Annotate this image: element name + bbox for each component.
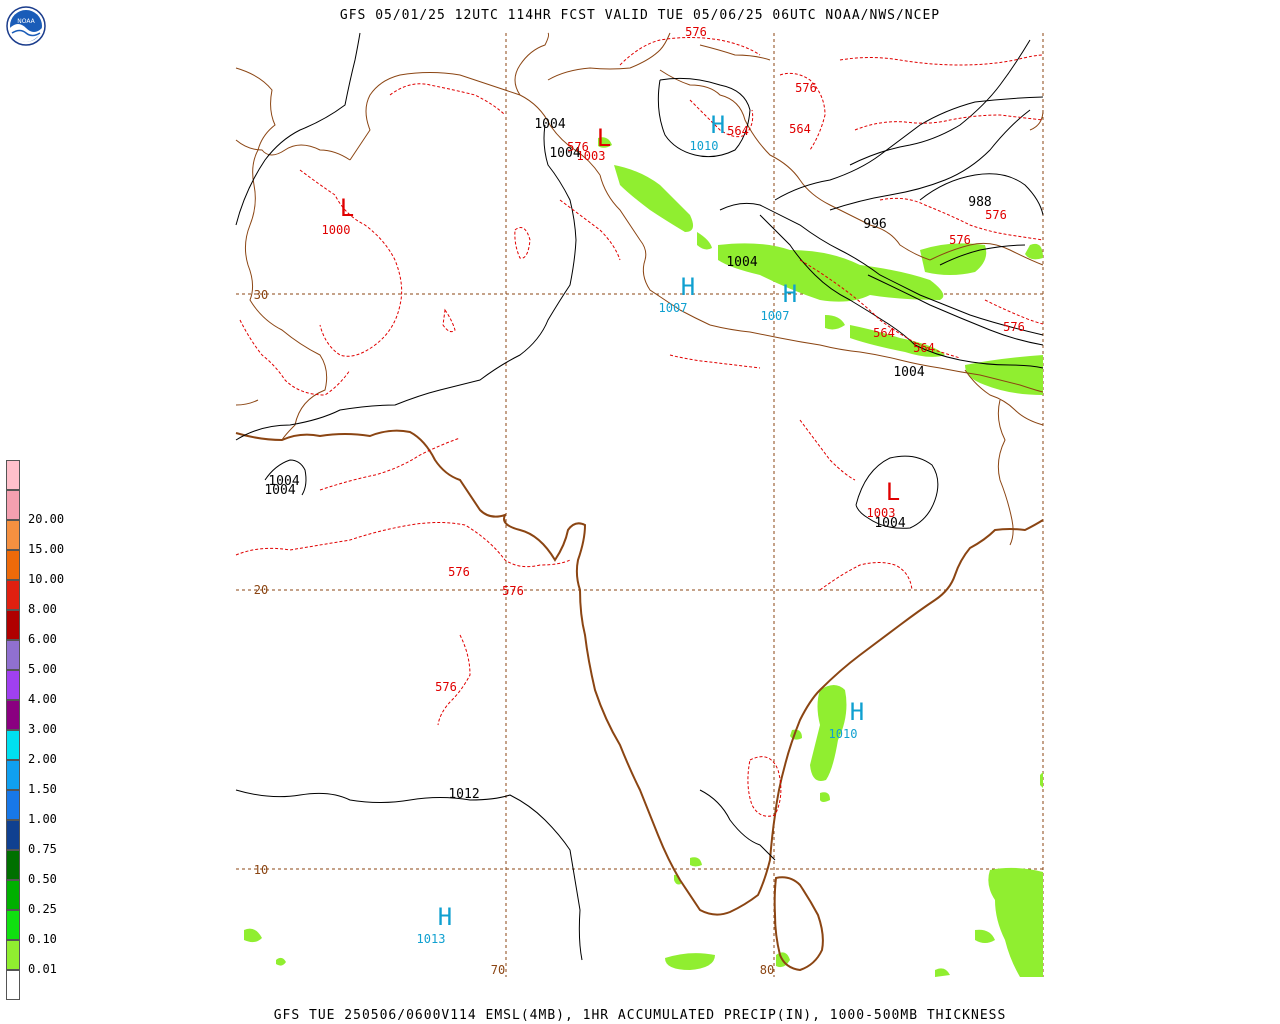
latitude-label: 10 <box>254 863 268 877</box>
legend-label: 2.00 <box>28 752 57 766</box>
thickness-label: 576 <box>685 25 707 39</box>
pressure-center-value: 1010 <box>829 727 858 741</box>
legend-swatch <box>6 610 20 640</box>
legend-label: 15.00 <box>28 542 65 556</box>
thickness-labels: 576 576 564 564 576 576 576 564 564 576 576 576 576 <box>435 25 1025 694</box>
isobar-label: 1004 <box>549 146 580 161</box>
thickness-label: 576 <box>435 680 457 694</box>
legend-swatch <box>6 490 20 520</box>
legend-swatch <box>6 940 20 970</box>
isobar-label: 988 <box>968 195 991 210</box>
legend-swatch <box>6 670 20 700</box>
high-pressure-marker: H <box>850 698 864 726</box>
thickness-label: 564 <box>873 326 895 340</box>
map-title: GFS 05/01/25 12UTC 114HR FCST VALID TUE … <box>339 8 941 23</box>
longitude-label: 70 <box>491 963 505 977</box>
thickness-label: 576 <box>448 565 470 579</box>
longitude-label: 80 <box>760 963 774 977</box>
legend-label: 0.50 <box>28 872 57 886</box>
thickness-label: 576 <box>1003 320 1025 334</box>
legend-label: 0.75 <box>28 842 57 856</box>
thickness-label: 576 <box>949 233 971 247</box>
high-pressure-marker: H <box>681 273 695 301</box>
legend-label: 8.00 <box>28 602 57 616</box>
legend-swatch <box>6 910 20 940</box>
country-borders <box>235 32 1044 546</box>
pressure-center-value: 1013 <box>417 932 446 946</box>
legend-label: 20.00 <box>28 512 65 526</box>
isobar-label: 996 <box>863 217 886 232</box>
legend-swatch <box>6 730 20 760</box>
precip-areas <box>244 137 1043 977</box>
legend-swatch <box>6 850 20 880</box>
pressure-center-value: 1003 <box>577 149 606 163</box>
legend-swatch <box>6 880 20 910</box>
legend-swatch <box>6 700 20 730</box>
isobar-label: 1004 <box>874 516 905 531</box>
legend-label: 0.25 <box>28 902 57 916</box>
legend-swatch <box>6 790 20 820</box>
low-pressure-marker: L <box>340 194 354 222</box>
isobar-label: 1004 <box>264 483 295 498</box>
map-footer: GFS TUE 250506/0600V114 EMSL(4MB), 1HR A… <box>273 1008 1007 1023</box>
pressure-center-value: 1007 <box>659 301 688 315</box>
high-pressure-marker: H <box>711 111 725 139</box>
noaa-logo-icon: NOAA <box>6 6 46 50</box>
thickness-label: 564 <box>727 124 749 138</box>
pressure-center-value: 1007 <box>761 309 790 323</box>
isobar-label: 1004 <box>726 255 757 270</box>
isobar-label: 1004 <box>268 474 299 489</box>
pressure-center-value: 1010 <box>690 139 719 153</box>
legend-swatch <box>6 520 20 550</box>
thickness-label: 576 <box>567 140 589 154</box>
legend-label: 6.00 <box>28 632 57 646</box>
legend-label: 3.00 <box>28 722 57 736</box>
thickness-label: 576 <box>502 584 524 598</box>
thickness-label: 564 <box>789 122 811 136</box>
legend-label: 1.00 <box>28 812 57 826</box>
legend-swatch <box>6 640 20 670</box>
legend-label: 0.01 <box>28 962 57 976</box>
legend-label: 10.00 <box>28 572 65 586</box>
legend-label: 4.00 <box>28 692 57 706</box>
svg-text:NOAA: NOAA <box>17 18 35 25</box>
thickness-contours <box>235 37 1044 817</box>
isobar-label: 1004 <box>534 117 565 132</box>
pressure-center-value: 1000 <box>322 223 351 237</box>
grid-labels: 30 20 10 70 80 <box>254 288 774 977</box>
latitude-label: 30 <box>254 288 268 302</box>
legend-swatch <box>6 820 20 850</box>
legend-swatch <box>6 970 20 1000</box>
high-pressure-marker: H <box>438 903 452 931</box>
legend-swatch <box>6 760 20 790</box>
low-pressure-marker: L <box>886 478 900 506</box>
coastline <box>235 429 1044 972</box>
latitude-label: 20 <box>254 583 268 597</box>
high-pressure-marker: H <box>783 280 797 308</box>
isobar-label: 1012 <box>448 787 479 802</box>
thickness-label: 576 <box>985 208 1007 222</box>
legend-label: 1.50 <box>28 782 57 796</box>
pressure-center-value: 1003 <box>867 506 896 520</box>
thickness-label: 576 <box>795 81 817 95</box>
isobar-label: 1004 <box>893 365 924 380</box>
legend-swatch <box>6 460 20 490</box>
legend-swatch <box>6 550 20 580</box>
legend-label: 0.10 <box>28 932 57 946</box>
legend-swatch <box>6 580 20 610</box>
legend-label: 5.00 <box>28 662 57 676</box>
thickness-label: 564 <box>913 341 935 355</box>
low-pressure-marker: L <box>597 124 611 152</box>
isobars <box>235 32 1044 961</box>
precip-legend: 20.00 15.00 10.00 8.00 6.00 5.00 4.00 3.00 2.00 1… <box>6 460 64 1000</box>
